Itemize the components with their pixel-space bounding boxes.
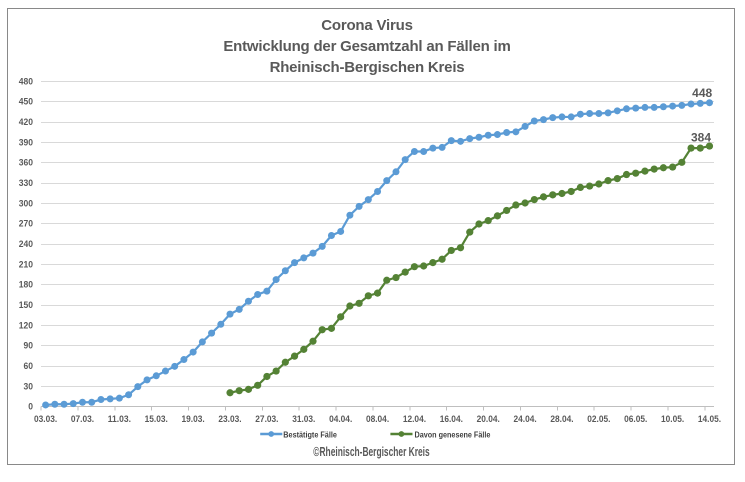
svg-text:04.04.: 04.04. xyxy=(329,414,352,425)
svg-text:15.03.: 15.03. xyxy=(145,414,168,425)
svg-text:11.03.: 11.03. xyxy=(108,414,131,425)
svg-text:07.03.: 07.03. xyxy=(71,414,94,425)
svg-text:Corona Virus: Corona Virus xyxy=(321,17,413,34)
svg-text:450: 450 xyxy=(19,97,33,108)
svg-text:0: 0 xyxy=(28,402,33,413)
svg-text:06.05.: 06.05. xyxy=(624,414,647,425)
svg-text:60: 60 xyxy=(24,361,34,372)
svg-text:210: 210 xyxy=(19,259,33,270)
svg-text:23.03.: 23.03. xyxy=(218,414,241,425)
svg-text:10.05.: 10.05. xyxy=(661,414,684,425)
svg-text:150: 150 xyxy=(19,300,33,311)
svg-text:120: 120 xyxy=(19,320,33,331)
svg-text:31.03.: 31.03. xyxy=(292,414,315,425)
svg-text:19.03.: 19.03. xyxy=(182,414,205,425)
svg-text:420: 420 xyxy=(19,117,33,128)
svg-text:28.04.: 28.04. xyxy=(550,414,573,425)
svg-text:12.04.: 12.04. xyxy=(403,414,426,425)
svg-text:14.05.: 14.05. xyxy=(698,414,721,425)
svg-text:180: 180 xyxy=(19,280,33,291)
svg-text:390: 390 xyxy=(19,137,33,148)
svg-text:24.04.: 24.04. xyxy=(513,414,536,425)
svg-text:30: 30 xyxy=(24,381,34,392)
svg-text:270: 270 xyxy=(19,219,33,230)
svg-text:480: 480 xyxy=(19,76,33,87)
svg-text:03.03.: 03.03. xyxy=(34,414,57,425)
svg-text:330: 330 xyxy=(19,178,33,189)
svg-text:Entwicklung der Gesamtzahl an: Entwicklung der Gesamtzahl an Fällen im xyxy=(223,38,510,55)
svg-text:20.04.: 20.04. xyxy=(477,414,500,425)
svg-text:©Rheinisch-Bergischer Kreis: ©Rheinisch-Bergischer Kreis xyxy=(313,445,429,459)
svg-text:Davon genesene Fälle: Davon genesene Fälle xyxy=(415,429,491,439)
svg-text:Rheinisch-Bergischen Kreis: Rheinisch-Bergischen Kreis xyxy=(270,59,465,76)
svg-text:240: 240 xyxy=(19,239,33,250)
svg-text:27.03.: 27.03. xyxy=(255,414,278,425)
svg-text:Bestätigte Fälle: Bestätigte Fälle xyxy=(283,429,337,439)
svg-text:16.04.: 16.04. xyxy=(440,414,463,425)
svg-text:08.04.: 08.04. xyxy=(366,414,389,425)
svg-text:02.05.: 02.05. xyxy=(587,414,610,425)
svg-text:448: 448 xyxy=(692,86,712,100)
svg-text:300: 300 xyxy=(19,198,33,209)
svg-text:90: 90 xyxy=(24,341,34,352)
svg-text:360: 360 xyxy=(19,158,33,169)
svg-text:384: 384 xyxy=(691,130,711,144)
